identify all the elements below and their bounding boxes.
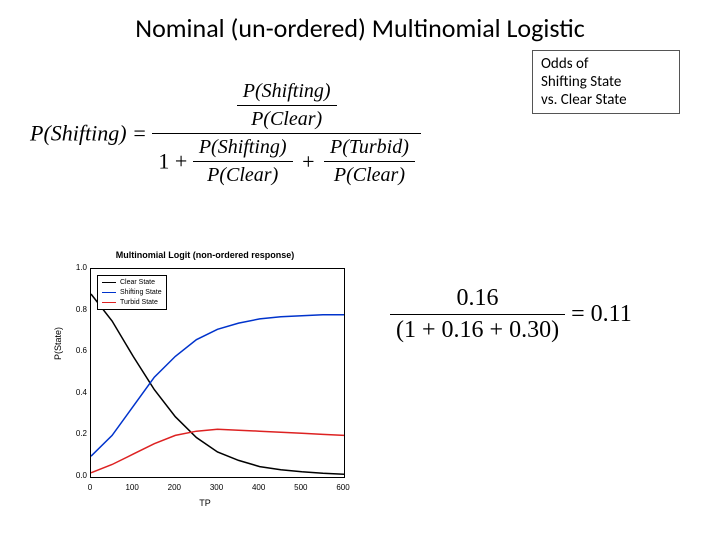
callout-line2: Shifting State (541, 73, 621, 91)
eq1-top-den: P(Clear) (237, 106, 337, 131)
chart-ylabel: P(State) (53, 327, 63, 360)
legend-label: Turbid State (120, 298, 158, 308)
eq1-f1-den: P(Clear) (193, 162, 293, 187)
eq1-f2-den: P(Clear) (324, 162, 415, 187)
xtick: 100 (120, 483, 144, 492)
plot-area: Clear StateShifting StateTurbid State (90, 268, 345, 478)
ytick: 0.4 (67, 388, 87, 397)
xtick: 0 (78, 483, 102, 492)
callout-line3: vs. Clear State (541, 91, 627, 109)
eq1-f2-num: P(Turbid) (324, 136, 415, 162)
legend-swatch (102, 292, 116, 293)
eq1-main-fraction: P(Shifting) P(Clear) 1 + P(Shifting) P(C… (152, 80, 421, 187)
chart-legend: Clear StateShifting StateTurbid State (97, 275, 167, 310)
probability-equation: P(Shifting) = P(Shifting) P(Clear) 1 + P… (30, 80, 421, 187)
ytick: 1.0 (67, 263, 87, 272)
ytick: 0.6 (67, 346, 87, 355)
legend-label: Clear State (120, 278, 155, 288)
ytick: 0.8 (67, 305, 87, 314)
legend-item: Clear State (102, 278, 162, 288)
callout-line1: Odds of (541, 55, 588, 73)
eq1-lhs: P(Shifting) = (30, 121, 147, 146)
ytick: 0.0 (67, 471, 87, 480)
numeric-equation: 0.16 (1 + 0.16 + 0.30) = 0.11 (390, 285, 632, 344)
ytick: 0.2 (67, 429, 87, 438)
xtick: 200 (162, 483, 186, 492)
legend-item: Shifting State (102, 288, 162, 298)
xtick: 400 (247, 483, 271, 492)
eq1-den-lead: 1 + (158, 149, 187, 174)
eq2-num: 0.16 (390, 285, 565, 315)
xtick: 300 (205, 483, 229, 492)
page-title: Nominal (un-ordered) Multinomial Logisti… (0, 12, 720, 44)
eq1-plus: + (298, 149, 318, 174)
legend-swatch (102, 302, 116, 303)
chart-title: Multinomial Logit (non-ordered response) (55, 250, 355, 260)
series-clear (91, 294, 344, 474)
eq2-den: (1 + 0.16 + 0.30) (390, 315, 565, 344)
xtick: 500 (289, 483, 313, 492)
legend-item: Turbid State (102, 298, 162, 308)
series-shifting (91, 315, 344, 456)
eq1-f1-num: P(Shifting) (193, 136, 293, 162)
legend-swatch (102, 282, 116, 283)
multinomial-chart: Multinomial Logit (non-ordered response)… (55, 250, 355, 510)
eq1-top-num: P(Shifting) (237, 80, 337, 106)
chart-xlabel: TP (55, 498, 355, 508)
legend-label: Shifting State (120, 288, 162, 298)
series-turbid (91, 429, 344, 473)
odds-callout: Odds of Shifting State vs. Clear State (532, 50, 680, 114)
eq2-result: = 0.11 (565, 301, 632, 327)
xtick: 600 (331, 483, 355, 492)
